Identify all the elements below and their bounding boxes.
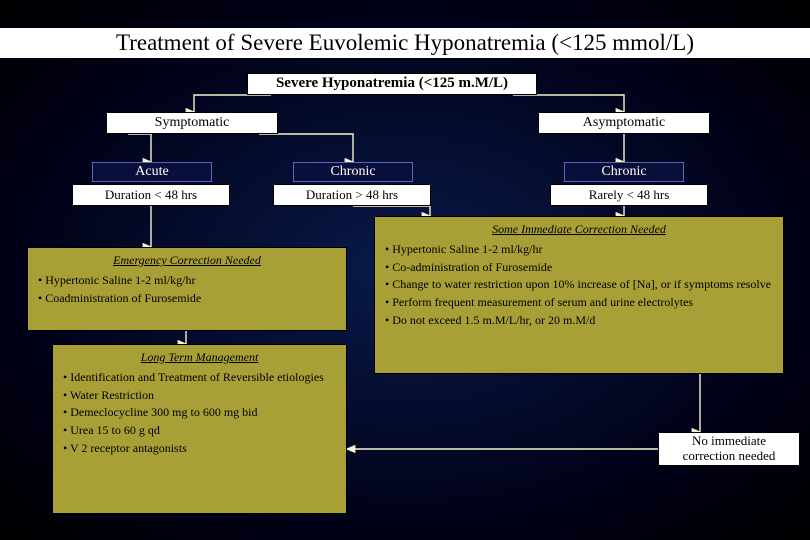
list-item: Coadministration of Furosemide [38,290,201,308]
no-immediate-node: No immediate correction needed [658,432,800,466]
longterm-header: Long Term Management [141,351,259,365]
acute-node: Acute [92,162,212,182]
list-item: Change to water restriction upon 10% inc… [385,276,771,294]
list-item: Co-administration of Furosemide [385,259,771,277]
emergency-list: Hypertonic Saline 1-2 ml/kg/hrCoadminist… [38,272,201,308]
list-item: Water Restriction [63,387,324,405]
chronic2-node: Chronic [564,162,684,182]
chronic2-duration: Rarely < 48 hrs [550,184,708,206]
chronic1-node: Chronic [293,162,413,182]
emergency-correction-box: Emergency Correction Needed Hypertonic S… [27,247,347,331]
list-item: V 2 receptor antagonists [63,440,324,458]
asymptomatic-node: Asymptomatic [538,112,710,134]
list-item: Hypertonic Saline 1-2 ml/kg/hr [38,272,201,290]
list-item: Identification and Treatment of Reversib… [63,369,324,387]
root-node: Severe Hyponatremia (<125 m.M/L) [247,73,537,95]
page-title: Treatment of Severe Euvolemic Hyponatrem… [0,28,810,58]
longterm-list: Identification and Treatment of Reversib… [63,369,324,458]
list-item: Urea 15 to 60 g qd [63,422,324,440]
some-immediate-header: Some Immediate Correction Needed [492,223,666,237]
longterm-box: Long Term Management Identification and … [52,344,347,514]
emergency-header: Emergency Correction Needed [113,254,261,268]
list-item: Hypertonic Saline 1-2 ml/kg/hr [385,241,771,259]
chronic1-duration: Duration > 48 hrs [273,184,431,206]
symptomatic-node: Symptomatic [106,112,278,134]
some-immediate-box: Some Immediate Correction Needed Hyperto… [374,216,784,374]
list-item: Do not exceed 1.5 m.M/L/hr, or 20 m.M/d [385,312,771,330]
some-immediate-list: Hypertonic Saline 1-2 ml/kg/hrCo-adminis… [385,241,771,330]
acute-duration: Duration < 48 hrs [72,184,230,206]
list-item: Perform frequent measurement of serum an… [385,294,771,312]
list-item: Demeclocycline 300 mg to 600 mg bid [63,404,324,422]
